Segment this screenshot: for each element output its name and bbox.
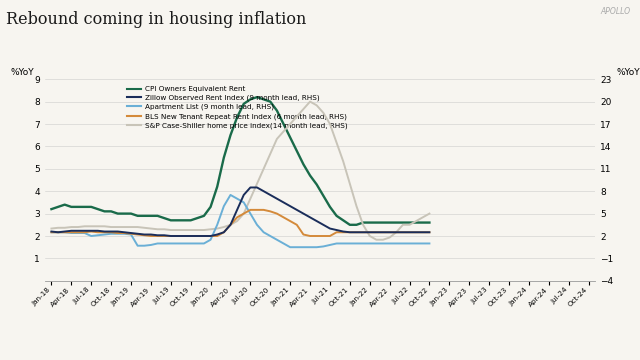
- Y-axis label: %YoY: %YoY: [11, 68, 35, 77]
- Text: Rebound coming in housing inflation: Rebound coming in housing inflation: [6, 11, 307, 28]
- Y-axis label: %YoY: %YoY: [616, 68, 640, 77]
- Text: APOLLO: APOLLO: [600, 7, 630, 16]
- Legend: CPI Owners Equivalent Rent, Zillow Observed Rent Index (9 month lead, RHS), Apar: CPI Owners Equivalent Rent, Zillow Obser…: [125, 85, 349, 130]
